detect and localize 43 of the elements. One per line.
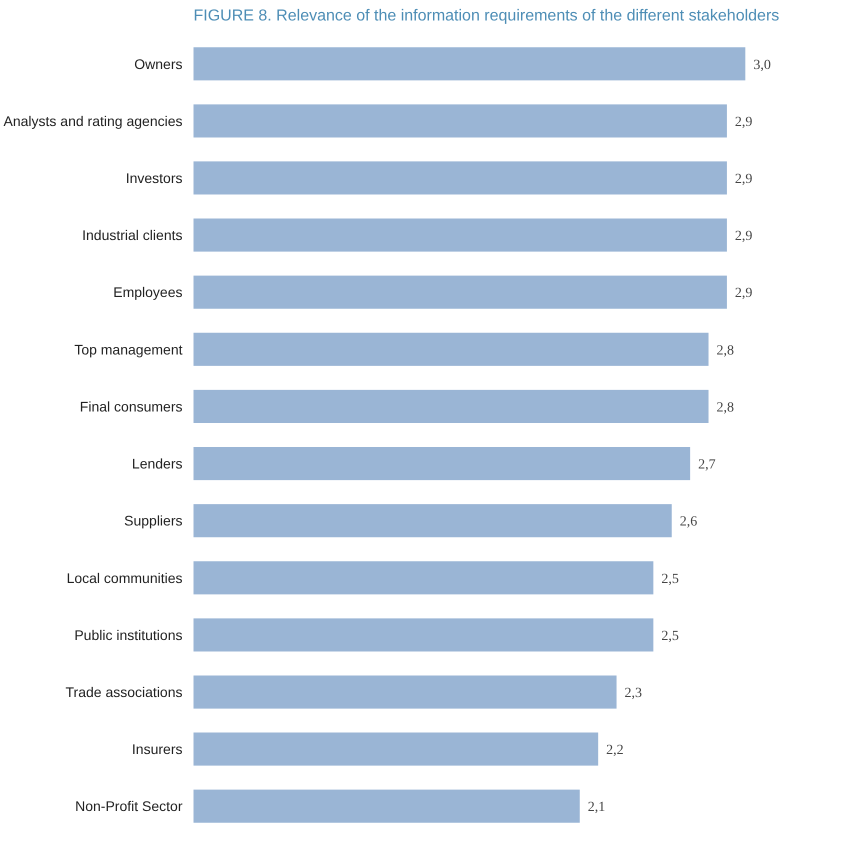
- bar: [194, 161, 727, 195]
- y-tick-label: Top management: [74, 341, 183, 358]
- data-label: 2,5: [661, 628, 679, 644]
- y-tick-label: Public institutions: [74, 626, 183, 643]
- y-tick-label: Trade associations: [66, 684, 182, 700]
- y-tick-label: Investors: [126, 170, 183, 186]
- y-tick-label: Final consumers: [80, 398, 182, 414]
- bar: [194, 561, 654, 594]
- bar: [194, 332, 709, 366]
- bar: [194, 618, 654, 652]
- y-tick-label: Owners: [134, 56, 182, 72]
- y-tick-label: Employees: [113, 284, 183, 300]
- data-label: 2,6: [680, 514, 698, 530]
- data-label: 2,8: [716, 400, 734, 416]
- data-label: 3,0: [753, 58, 771, 73]
- y-tick-label: Suppliers: [124, 512, 183, 529]
- bar: [194, 675, 617, 709]
- y-tick-label: Local communities: [66, 570, 182, 586]
- bar: [194, 47, 746, 80]
- bar: [194, 218, 727, 252]
- data-label: 2,9: [734, 229, 752, 244]
- bar: [194, 732, 598, 766]
- data-label: 2,8: [716, 343, 734, 358]
- data-label: 2,1: [588, 800, 606, 816]
- bar: [194, 276, 727, 309]
- bar: [194, 504, 672, 538]
- bar: [194, 446, 690, 480]
- bar: [194, 790, 580, 823]
- data-label: 2,3: [624, 686, 642, 702]
- data-label: 2,5: [661, 572, 679, 587]
- y-tick-label: Lenders: [132, 456, 182, 472]
- chart-title: FIGURE 8. Relevance of the information requirements of the different stakeholders: [194, 8, 780, 24]
- data-label: 2,2: [606, 743, 624, 758]
- y-tick-label: Insurers: [132, 741, 183, 758]
- y-tick-label: Analysts and rating agencies: [4, 112, 182, 129]
- data-label: 2,9: [734, 286, 752, 302]
- data-label: 2,7: [698, 458, 716, 473]
- bar: [194, 104, 727, 138]
- y-tick-label: Industrial clients: [82, 227, 183, 244]
- data-label: 2,9: [734, 172, 752, 187]
- data-label: 2,9: [734, 114, 752, 130]
- bar: [194, 390, 709, 424]
- y-tick-label: Non-Profit Sector: [75, 798, 183, 814]
